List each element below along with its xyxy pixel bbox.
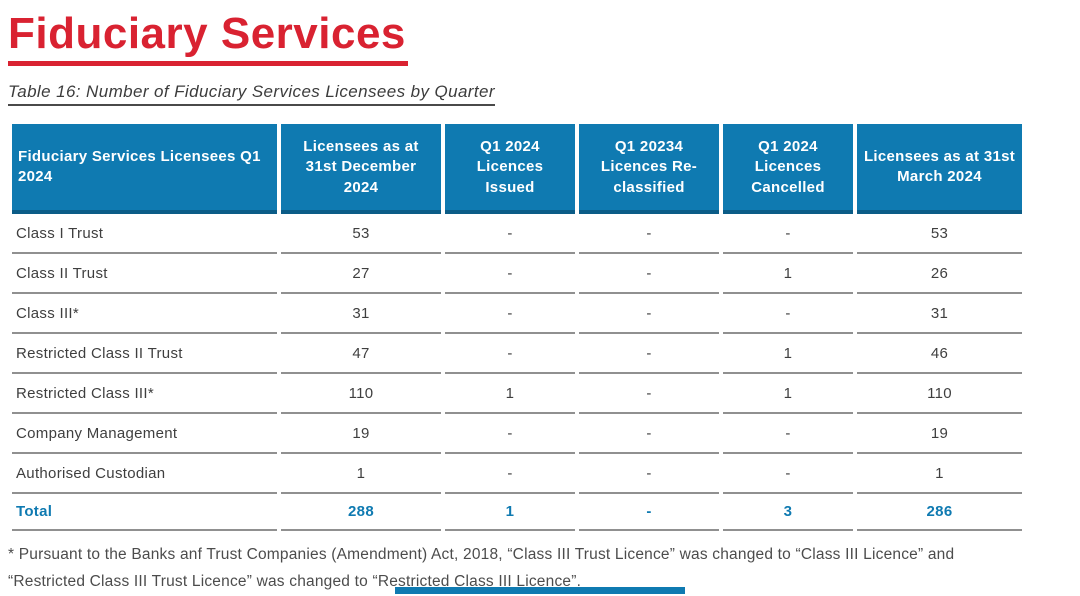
table-cell: - — [579, 454, 719, 495]
table-cell: 110 — [281, 374, 441, 415]
table-cell: 47 — [281, 334, 441, 375]
row-label: Restricted Class II Trust — [12, 334, 277, 375]
table-cell: - — [723, 414, 853, 455]
table-row: Class II Trust 27 - - 1 26 — [12, 254, 1022, 295]
total-cell: 288 — [281, 494, 441, 532]
table-cell: 19 — [857, 414, 1022, 455]
table-cell: 26 — [857, 254, 1022, 295]
table-cell: - — [579, 214, 719, 255]
table-cell: 1 — [281, 454, 441, 495]
footnote-line: * Pursuant to the Banks anf Trust Compan… — [8, 546, 955, 564]
table-row: Class I Trust 53 - - - 53 — [12, 214, 1022, 255]
total-cell: - — [579, 494, 719, 532]
table-cell: - — [445, 254, 575, 295]
table-cell: 27 — [281, 254, 441, 295]
table-cell: - — [723, 214, 853, 255]
table-cell: - — [445, 334, 575, 375]
table-cell: 19 — [281, 414, 441, 455]
table-cell: - — [445, 414, 575, 455]
column-header-reclassified: Q1 20234 Licences Re-classified — [579, 124, 719, 215]
table-cell: 1 — [723, 334, 853, 375]
table-row: Authorised Custodian 1 - - - 1 — [12, 454, 1022, 495]
table-cell: 1 — [723, 254, 853, 295]
table-cell: - — [723, 294, 853, 335]
table-row: Restricted Class III* 110 1 - 1 110 — [12, 374, 1022, 415]
table-cell: 31 — [857, 294, 1022, 335]
row-label: Restricted Class III* — [12, 374, 277, 415]
column-header-march-2024: Licensees as at 31st March 2024 — [857, 124, 1022, 215]
total-cell: 286 — [857, 494, 1022, 532]
table-row: Company Management 19 - - - 19 — [12, 414, 1022, 455]
table-cell: 53 — [281, 214, 441, 255]
total-cell: 3 — [723, 494, 853, 532]
column-header-licensees-q1: Fiduciary Services Licensees Q1 2024 — [12, 124, 277, 215]
footnote: * Pursuant to the Banks anf Trust Compan… — [8, 542, 1072, 595]
table-cell: 110 — [857, 374, 1022, 415]
table-header-row: Fiduciary Services Licensees Q1 2024 Lic… — [12, 124, 1022, 215]
page-footer-bar — [395, 587, 685, 594]
column-header-dec-2024: Licensees as at 31st December 2024 — [281, 124, 441, 215]
column-header-cancelled: Q1 2024 Licences Cancelled — [723, 124, 853, 215]
table-cell: 1 — [445, 374, 575, 415]
footnote-line: “Restricted Class III Trust Licence” was… — [8, 573, 582, 591]
table-cell: - — [445, 454, 575, 495]
fiduciary-licensees-table: Fiduciary Services Licensees Q1 2024 Lic… — [8, 124, 1026, 532]
table-cell: - — [579, 254, 719, 295]
row-label: Class II Trust — [12, 254, 277, 295]
table-caption: Table 16: Number of Fiduciary Services L… — [8, 82, 495, 107]
table-cell: - — [445, 294, 575, 335]
table-cell: - — [579, 294, 719, 335]
table-cell: - — [579, 334, 719, 375]
table-cell: 46 — [857, 334, 1022, 375]
page-title: Fiduciary Services — [8, 9, 408, 67]
table-cell: 31 — [281, 294, 441, 335]
table-cell: - — [579, 374, 719, 415]
table-cell: - — [723, 454, 853, 495]
row-label: Company Management — [12, 414, 277, 455]
table-row: Class III* 31 - - - 31 — [12, 294, 1022, 335]
total-label: Total — [12, 494, 277, 532]
table-row: Restricted Class II Trust 47 - - 1 46 — [12, 334, 1022, 375]
table-cell: 1 — [723, 374, 853, 415]
table-cell: - — [579, 414, 719, 455]
table-total-row: Total 288 1 - 3 286 — [12, 494, 1022, 532]
table-cell: 1 — [857, 454, 1022, 495]
row-label: Authorised Custodian — [12, 454, 277, 495]
row-label: Class I Trust — [12, 214, 277, 255]
column-header-issued: Q1 2024 Licences Issued — [445, 124, 575, 215]
table-cell: - — [445, 214, 575, 255]
total-cell: 1 — [445, 494, 575, 532]
table-cell: 53 — [857, 214, 1022, 255]
row-label: Class III* — [12, 294, 277, 335]
